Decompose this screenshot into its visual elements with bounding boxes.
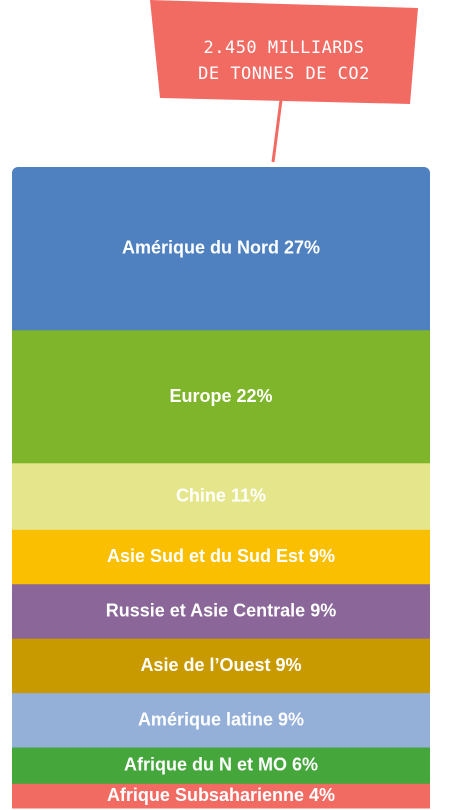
segment-value: 6% <box>292 754 318 774</box>
segment-name: Afrique du N et MO <box>124 754 287 774</box>
segment-name: Amérique du Nord <box>122 237 279 257</box>
segment-label: Asie Sud et du Sud Est 9% <box>107 546 335 566</box>
callout-pointer <box>271 99 283 163</box>
callout-line: 2.450 MILLIARDS <box>203 38 364 58</box>
segment-name: Russie et Asie Centrale <box>106 600 305 620</box>
segment <box>12 463 430 531</box>
segment-label: Europe 22% <box>169 386 272 406</box>
segment-name: Asie Sud et du Sud Est <box>107 546 304 566</box>
segment <box>12 693 430 749</box>
segment-value: 9% <box>310 600 336 620</box>
segment-name: Afrique Subsaharienne <box>107 785 304 805</box>
column <box>12 167 430 809</box>
segment-value: 9% <box>276 655 302 675</box>
segment-value: 27% <box>284 237 320 257</box>
segment <box>12 638 430 694</box>
callout-box <box>150 0 418 104</box>
segment-label: Russie et Asie Centrale 9% <box>106 600 336 620</box>
segment-label: Amérique latine 9% <box>138 709 304 729</box>
segment-label: Afrique Subsaharienne 4% <box>107 785 335 805</box>
segment-name: Amérique latine <box>138 709 273 729</box>
segment-value: 11% <box>231 485 266 505</box>
segment-value: 9% <box>278 709 304 729</box>
segment-label: Afrique du N et MO 6% <box>124 754 318 774</box>
segment-name: Chine <box>176 485 226 505</box>
segment-label: Asie de l’Ouest 9% <box>140 655 301 675</box>
segment <box>12 330 430 464</box>
callout-line: DE TONNES DE CO2 <box>198 64 370 84</box>
callout: 2.450 MILLIARDS DE TONNES DE CO2 <box>150 0 418 163</box>
segment <box>12 167 430 331</box>
segment-value: 9% <box>309 546 335 566</box>
segment <box>12 783 430 809</box>
segment-value: 4% <box>309 785 335 805</box>
segment-name: Asie de l’Ouest <box>140 655 270 675</box>
segment-name: Europe <box>169 386 231 406</box>
segment <box>12 584 430 640</box>
segment <box>12 747 430 785</box>
segment-value: 22% <box>237 386 273 406</box>
segment <box>12 529 430 585</box>
segment-label: Amérique du Nord 27% <box>122 237 320 257</box>
segment-label: Chine 11% <box>176 485 266 505</box>
